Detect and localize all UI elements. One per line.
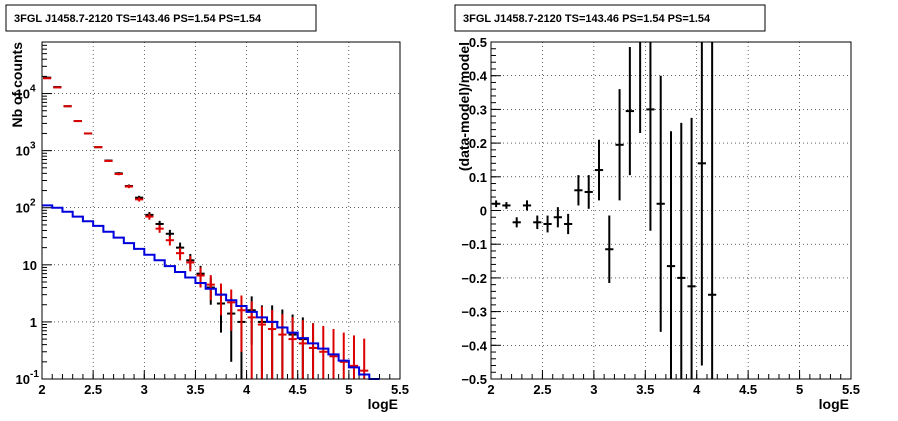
- plot-frame: [490, 41, 852, 380]
- x-axis-label: logE: [819, 396, 849, 412]
- x-tick-label: 5.5: [391, 382, 409, 397]
- y-tick-label: 10: [16, 144, 30, 159]
- y-tick-label: 10: [16, 201, 30, 216]
- x-tick-label: 5: [345, 382, 352, 397]
- y-tick-label: 10: [23, 258, 37, 273]
- y-tick-label: −0.5: [461, 372, 487, 387]
- y-tick-label: −0.4: [461, 338, 487, 353]
- x-tick-label: 2.5: [533, 382, 551, 397]
- y-tick-exponent: 4: [30, 84, 36, 95]
- y-tick-label: 10: [16, 372, 30, 387]
- panel-counts: 3FGL J1458.7-2120 TS=143.46 PS=1.54 PS=1…: [5, 4, 409, 412]
- chart-title: 3FGL J1458.7-2120 TS=143.46 PS=1.54 PS=1…: [14, 13, 262, 25]
- x-tick-label: 3: [141, 382, 148, 397]
- y-tick-label: 0.3: [469, 102, 487, 117]
- y-tick-exponent: -1: [30, 369, 39, 380]
- x-axis-label: logE: [368, 396, 398, 412]
- y-tick-label: −0.1: [461, 237, 487, 252]
- x-tick-label: 2.5: [84, 382, 102, 397]
- x-tick-label: 4.5: [739, 382, 757, 397]
- x-tick-label: 4: [693, 382, 701, 397]
- chart-title: 3FGL J1458.7-2120 TS=143.46 PS=1.54 PS=1…: [463, 13, 711, 25]
- plot-frame: [41, 41, 401, 380]
- y-tick-label: 0.2: [469, 136, 487, 151]
- x-tick-label: 2: [38, 382, 45, 397]
- panel-residuals: 3FGL J1458.7-2120 TS=143.46 PS=1.54 PS=1…: [454, 4, 860, 412]
- y-tick-label: 0.1: [469, 170, 487, 185]
- y-tick-label: 0: [480, 204, 487, 219]
- y-tick-label: −0.3: [461, 305, 487, 320]
- y-tick-label: 0.4: [469, 69, 488, 84]
- x-tick-label: 4.5: [289, 382, 307, 397]
- x-tick-label: 2: [487, 382, 494, 397]
- y-tick-exponent: 3: [30, 141, 36, 152]
- x-tick-label: 4: [243, 382, 251, 397]
- y-tick-label: 0.5: [469, 35, 487, 50]
- x-tick-label: 3.5: [186, 382, 204, 397]
- y-axis-label: Nb of counts: [9, 42, 25, 128]
- model-step-line: [42, 204, 380, 380]
- x-tick-label: 3.5: [636, 382, 654, 397]
- title-box: [5, 4, 317, 32]
- y-tick-label: −0.2: [461, 271, 487, 286]
- y-tick-label: 10: [16, 87, 30, 102]
- y-tick-label: 1: [30, 315, 37, 330]
- y-tick-exponent: 2: [30, 198, 36, 209]
- y-axis-label: (data-model)/model: [456, 42, 472, 171]
- title-box: [454, 4, 766, 32]
- x-tick-label: 3: [590, 382, 597, 397]
- x-tick-label: 5: [796, 382, 803, 397]
- x-tick-label: 5.5: [842, 382, 860, 397]
